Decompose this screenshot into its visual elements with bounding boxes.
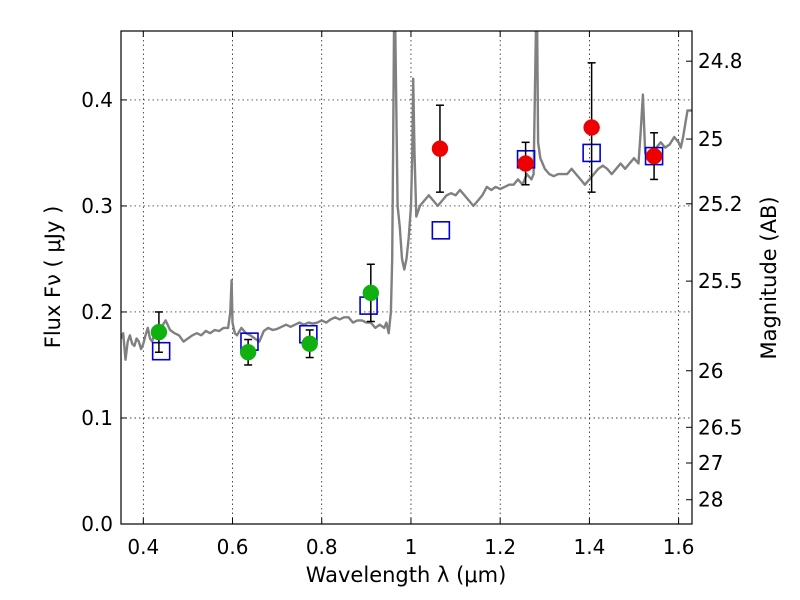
y-tick-label: 0.0: [81, 512, 113, 536]
magnitude-tick-label: 25.2: [698, 192, 743, 216]
grid: [121, 31, 692, 525]
observed-data-point: [362, 284, 380, 302]
plot-background: [121, 31, 692, 524]
x-axis-label: Wavelength λ (μm): [306, 563, 507, 587]
magnitude-tick-label: 25.5: [698, 269, 743, 293]
magnitude-axis-label: Magnitude (AB): [757, 196, 781, 359]
x-tick-label: 0.6: [217, 535, 249, 559]
model-photometry-square: [151, 341, 171, 361]
x-tick-label: 0.4: [127, 535, 159, 559]
magnitude-tick-label: 24.8: [698, 49, 743, 73]
plot-frame: [120, 30, 693, 525]
data-layer: [121, 31, 692, 366]
y-axis-label: Flux Fν ( μJy ): [41, 206, 65, 349]
observed-data-point: [517, 155, 534, 172]
observed-data-point: [431, 140, 449, 157]
magnitude-tick-label: 25: [698, 127, 723, 151]
observed-data-point: [583, 119, 600, 136]
observed-data-point: [301, 335, 318, 353]
y-tick-label: 0.1: [81, 406, 113, 430]
observed-data-point: [239, 343, 257, 361]
y-tick-label: 0.4: [81, 88, 113, 112]
magnitude-tick-label: 26: [698, 359, 723, 383]
x-tick-label: 1.4: [573, 535, 605, 559]
x-tick-label: 1.6: [663, 535, 695, 559]
observed-data-point: [645, 147, 663, 165]
magnitude-tick-label: 26.5: [698, 415, 743, 439]
x-tick-label: 0.8: [306, 535, 338, 559]
model-photometry-square: [431, 221, 451, 240]
model-spectrum-line: [121, 31, 692, 361]
magnitude-tick-label: 27: [698, 451, 723, 475]
y-tick-label: 0.3: [81, 194, 113, 218]
x-tick-label: 1: [405, 535, 418, 559]
observed-data-point: [150, 323, 168, 341]
magnitude-tick-label: 28: [698, 488, 723, 512]
tick-layer: 0.4 0.6 0.8 1 1.2 1.4 1.6 0.0 0.1 0.2 0.3 0.4 24.8 25…: [81, 31, 743, 559]
y-tick-label: 0.2: [81, 300, 113, 324]
x-tick-label: 1.2: [484, 535, 516, 559]
